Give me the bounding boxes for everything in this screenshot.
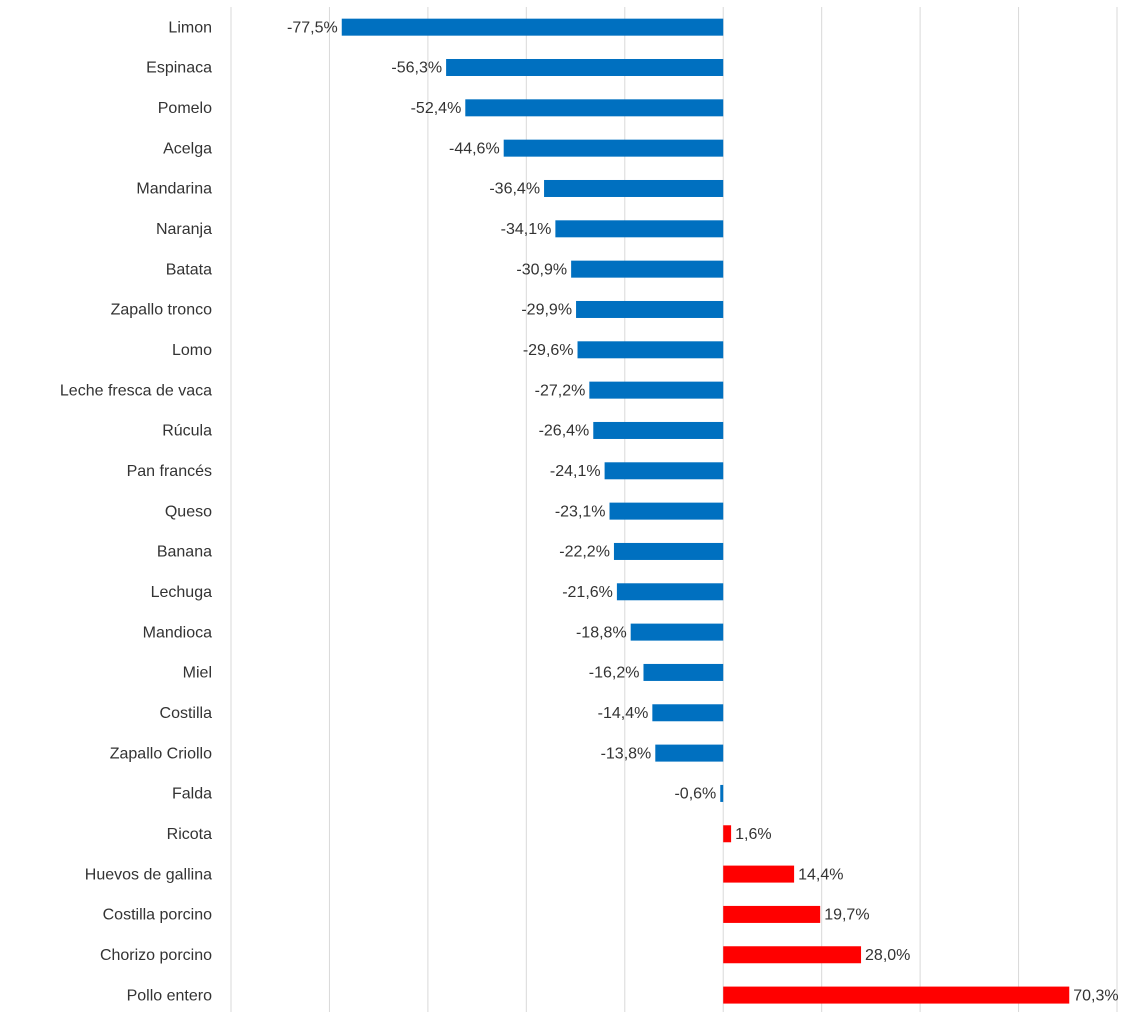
value-label: -24,1% <box>550 463 601 480</box>
bar <box>544 179 724 197</box>
value-label: 70,3% <box>1073 987 1118 1004</box>
value-label: -44,6% <box>449 140 500 157</box>
value-label: -22,2% <box>559 544 610 561</box>
y-tick-label: Falda <box>172 786 212 803</box>
y-tick-label: Zapallo tronco <box>111 302 212 319</box>
y-tick-label: Pollo entero <box>127 987 212 1004</box>
value-label: -16,2% <box>589 665 640 682</box>
bar <box>723 905 821 923</box>
y-tick-label: Chorizo porcino <box>100 947 212 964</box>
value-label: 19,7% <box>824 907 869 924</box>
bar <box>643 663 724 681</box>
y-tick-label: Huevos de gallina <box>85 866 212 883</box>
y-tick-label: Espinaca <box>146 60 212 77</box>
y-tick-label: Naranja <box>156 221 212 238</box>
value-label: -27,2% <box>535 382 586 399</box>
y-tick-label: Limon <box>168 19 212 36</box>
bar <box>652 704 724 722</box>
y-tick-label: Pomelo <box>158 100 212 117</box>
value-label: -26,4% <box>539 423 590 440</box>
bar <box>616 583 724 601</box>
y-tick-label: Ricota <box>167 826 212 843</box>
value-label: -36,4% <box>489 181 540 198</box>
y-tick-label: Queso <box>165 503 212 520</box>
value-label: -29,9% <box>521 302 572 319</box>
y-tick-label: Costilla porcino <box>103 907 212 924</box>
y-tick-label: Banana <box>157 544 212 561</box>
bar <box>604 462 724 480</box>
bar <box>465 99 724 117</box>
bar <box>613 542 724 560</box>
value-label: 1,6% <box>735 826 771 843</box>
bar <box>576 300 724 318</box>
value-label: -56,3% <box>391 60 442 77</box>
value-label: -23,1% <box>555 503 606 520</box>
y-tick-label: Costilla <box>160 705 213 722</box>
y-tick-label: Batata <box>166 261 212 278</box>
y-tick-label: Acelga <box>163 140 212 157</box>
y-tick-label: Rúcula <box>162 423 212 440</box>
value-label: 14,4% <box>798 866 843 883</box>
value-label: -18,8% <box>576 624 627 641</box>
bar <box>723 986 1070 1004</box>
bar <box>446 58 724 76</box>
bar <box>503 139 724 157</box>
y-tick-label: Lomo <box>172 342 212 359</box>
value-label: -77,5% <box>287 19 338 36</box>
value-label: -29,6% <box>523 342 574 359</box>
bar <box>341 18 724 36</box>
bar <box>723 825 732 843</box>
bar <box>589 381 724 399</box>
bar <box>593 421 724 439</box>
bar <box>723 865 795 883</box>
y-tick-label: Zapallo Criollo <box>110 745 212 762</box>
bar <box>655 744 724 762</box>
bar <box>571 260 724 278</box>
value-label: 28,0% <box>865 947 910 964</box>
bar <box>555 220 724 238</box>
value-label: -21,6% <box>562 584 613 601</box>
bar <box>609 502 724 520</box>
value-label: -0,6% <box>674 786 716 803</box>
y-tick-label: Pan francés <box>127 463 212 480</box>
bar <box>720 784 724 802</box>
y-tick-label: Miel <box>183 665 212 682</box>
value-label: -30,9% <box>516 261 567 278</box>
bar <box>630 623 724 641</box>
value-label: -14,4% <box>598 705 649 722</box>
bar <box>723 946 862 964</box>
y-tick-label: Mandarina <box>136 181 212 198</box>
y-tick-label: Leche fresca de vaca <box>60 382 212 399</box>
value-label: -13,8% <box>601 745 652 762</box>
y-tick-label: Lechuga <box>151 584 212 601</box>
value-label: -52,4% <box>411 100 462 117</box>
bar <box>577 341 724 359</box>
y-tick-label: Mandioca <box>143 624 212 641</box>
value-label: -34,1% <box>501 221 552 238</box>
